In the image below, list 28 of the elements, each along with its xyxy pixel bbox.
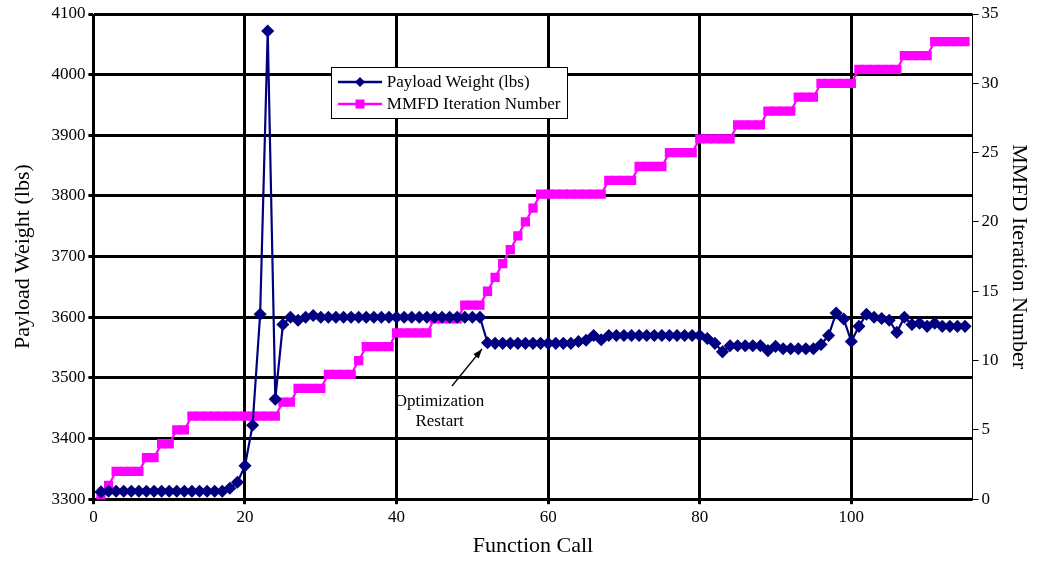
- legend-label: MMFD Iteration Number: [386, 93, 561, 116]
- y2-tick-label: 30: [981, 72, 999, 92]
- y2-tick-label: 20: [981, 211, 999, 231]
- y-axis-title: Payload Weight (lbs): [8, 164, 34, 350]
- y-tick-label: 3700: [51, 246, 86, 266]
- x-axis-title: Function Call: [472, 531, 594, 557]
- y-tick-label: 3900: [51, 124, 86, 144]
- y-tick-label: 3600: [51, 306, 86, 326]
- y-tick-label: 4000: [51, 64, 86, 84]
- y2-tick-label: 0: [981, 488, 991, 508]
- y-tick-label: 3300: [51, 488, 86, 508]
- x-tick-label: 80: [691, 506, 709, 526]
- y-tick-label: 3500: [51, 367, 86, 387]
- x-tick-label: 100: [838, 506, 865, 526]
- x-tick-label: 60: [539, 506, 557, 526]
- y2-tick-label: 10: [981, 350, 999, 370]
- y2-axis-title: MMFD Iteration Number: [1008, 144, 1034, 370]
- y2-tick-label: 25: [981, 142, 999, 162]
- y2-tick-label: 35: [981, 3, 999, 23]
- legend-label: Payload Weight (lbs): [386, 71, 530, 94]
- x-tick-label: 20: [236, 506, 254, 526]
- y-tick-label: 4100: [51, 3, 86, 23]
- y-tick-label: 3400: [51, 428, 86, 448]
- y2-tick-label: 5: [981, 419, 991, 439]
- y2-tick-label: 15: [981, 280, 999, 300]
- x-tick-label: 40: [388, 506, 406, 526]
- y-tick-label: 3800: [51, 185, 86, 205]
- x-tick-label: 0: [89, 506, 98, 526]
